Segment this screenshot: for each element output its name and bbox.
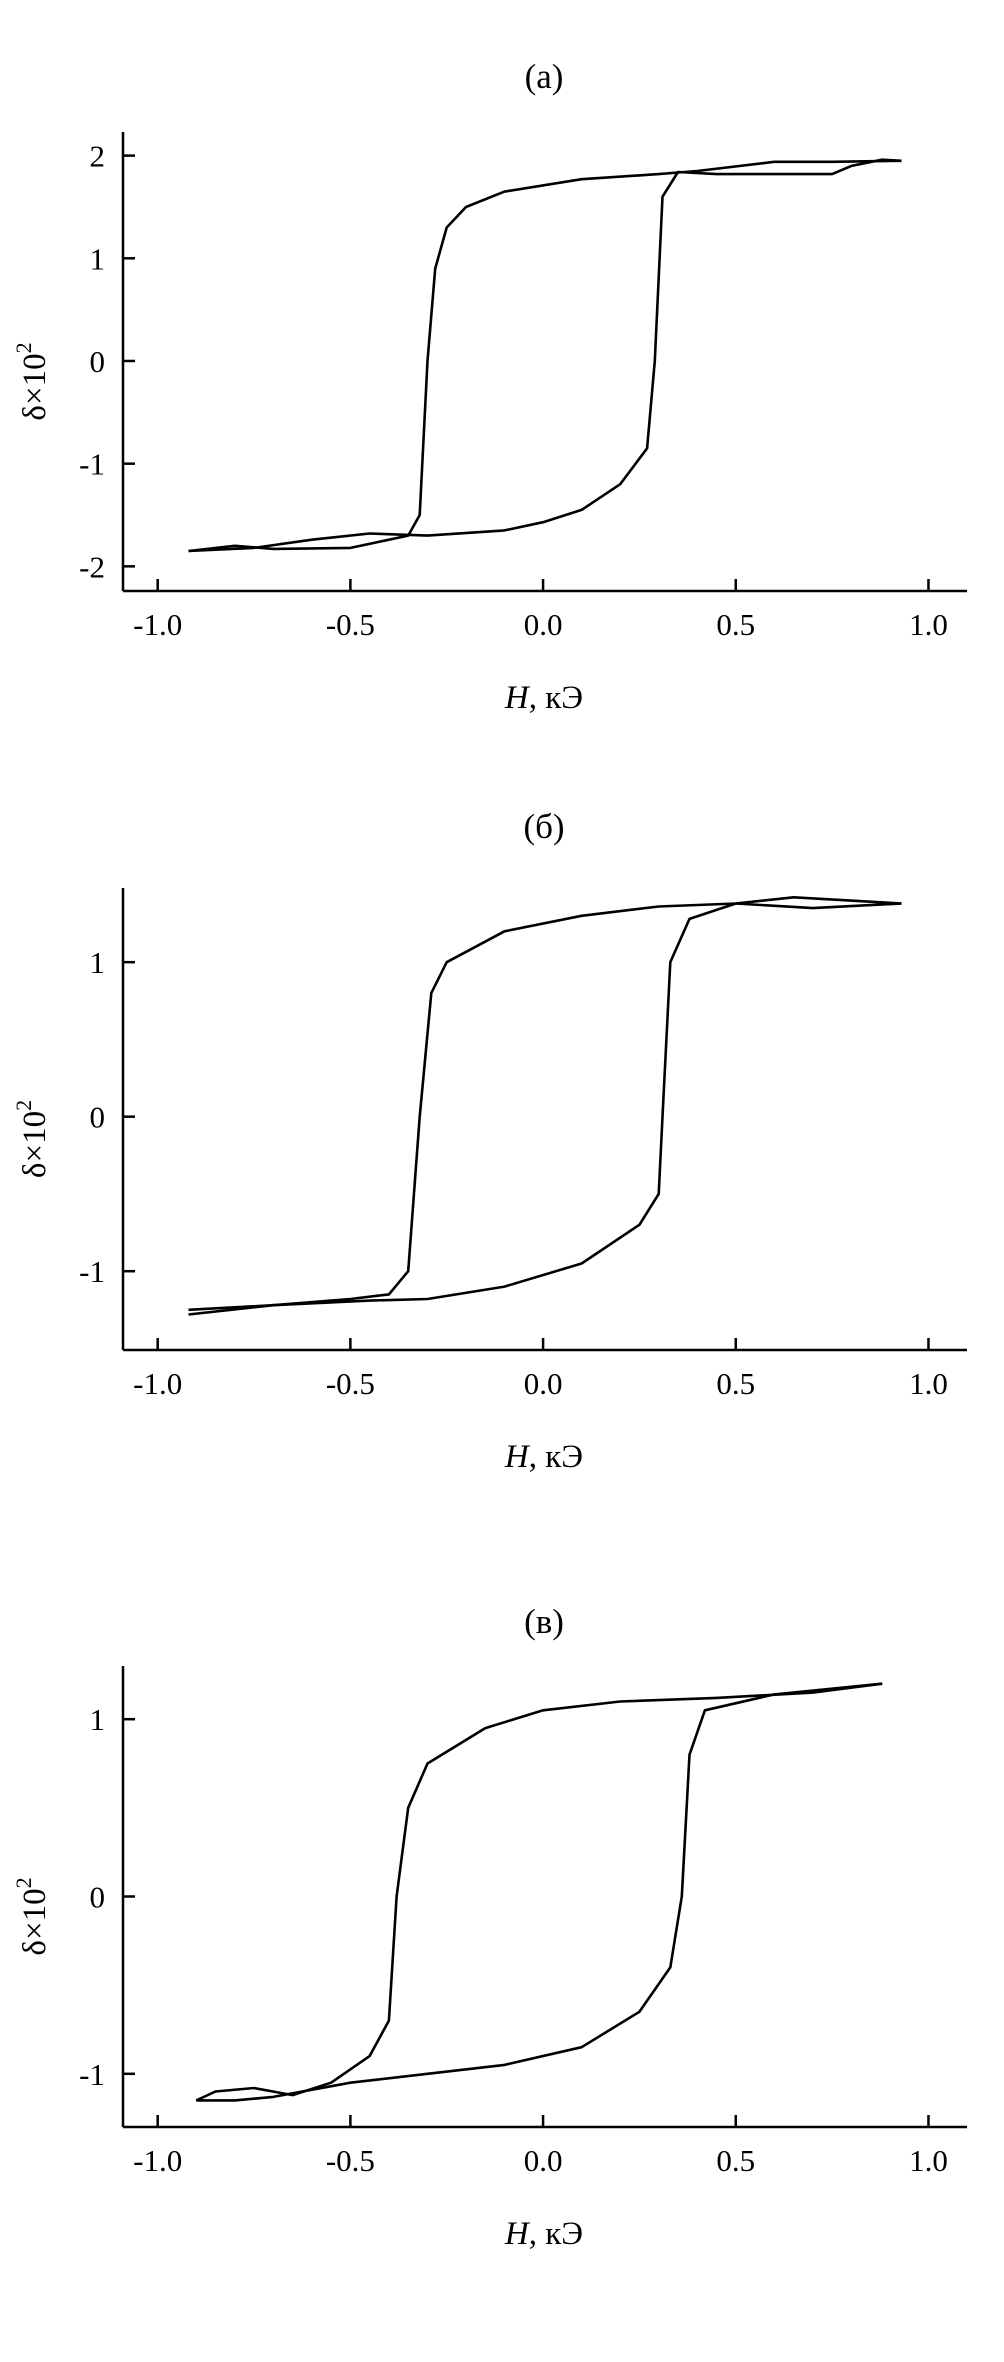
- x-axis-label-symbol: H: [504, 2216, 531, 2252]
- y-tick-label: 2: [90, 139, 106, 174]
- x-axis-label-unit: , кЭ: [529, 680, 583, 716]
- y-axis-label-text: δ×10: [17, 1888, 53, 1955]
- x-axis-label-symbol: H: [504, 1439, 531, 1475]
- descending-branch-line: [188, 896, 902, 1316]
- x-tick-label: 0.5: [716, 607, 755, 642]
- y-tick-label: 0: [90, 1880, 106, 1915]
- x-axis-label-symbol: H: [504, 680, 531, 716]
- y-tick-label: -1: [79, 447, 105, 482]
- y-tick-label: 0: [90, 344, 106, 379]
- y-tick-label: 1: [90, 945, 106, 980]
- y-axis-label-exponent: 2: [11, 1877, 36, 1888]
- y-tick-label: 0: [90, 1100, 106, 1135]
- x-axis-label-unit: , кЭ: [529, 2216, 583, 2252]
- chart-panel-1: (б) -1.0 -0.5 0.0 0.5 1.0 -1 0 1 H, кЭ δ×102: [11, 807, 967, 1475]
- y-axis-label: δ×102: [11, 1100, 53, 1178]
- x-tick-label: 0.5: [716, 1366, 755, 1401]
- y-tick-label: 1: [90, 241, 106, 276]
- x-tick-label: 1.0: [909, 607, 948, 642]
- x-axis-label: H, кЭ: [504, 1439, 583, 1475]
- x-tick-label: -1.0: [133, 1366, 182, 1401]
- x-axis-label: H, кЭ: [504, 680, 583, 716]
- x-tick-label: -1.0: [133, 2143, 182, 2178]
- y-tick-label: -1: [79, 1254, 105, 1289]
- y-axis-label-exponent: 2: [11, 1100, 36, 1111]
- x-tick-label: -1.0: [133, 607, 182, 642]
- ascending-branch-line: [188, 902, 902, 1312]
- y-axis-label-exponent: 2: [11, 342, 36, 353]
- x-tick-label: -0.5: [326, 2143, 375, 2178]
- y-axis-label: δ×102: [11, 1877, 53, 1955]
- x-tick-label: -0.5: [326, 607, 375, 642]
- descending-branch-line: [188, 159, 902, 553]
- ascending-branch-line: [188, 158, 902, 553]
- y-axis-label-text: δ×10: [17, 353, 53, 420]
- y-axis-label: δ×102: [11, 342, 53, 420]
- x-axis-label-unit: , кЭ: [529, 1439, 583, 1475]
- y-tick-label: -1: [79, 2057, 105, 2092]
- ascending-branch-line: [196, 1682, 883, 2102]
- chart-panel-2: (в) -1.0 -0.5 0.0 0.5 1.0 -1 0 1 H, кЭ δ×102: [11, 1602, 967, 2252]
- y-axis-label-text: δ×10: [17, 1111, 53, 1178]
- x-tick-label: 1.0: [909, 2143, 948, 2178]
- x-tick-label: 0.0: [524, 1366, 563, 1401]
- y-tick-label: -2: [79, 549, 105, 584]
- x-tick-label: 0.0: [524, 607, 563, 642]
- panel-title: (в): [524, 1602, 564, 1641]
- x-tick-label: 0.5: [716, 2143, 755, 2178]
- y-tick-label: 1: [90, 1702, 106, 1737]
- x-tick-label: -0.5: [326, 1366, 375, 1401]
- descending-branch-line: [195, 1682, 883, 2102]
- x-tick-label: 1.0: [909, 1366, 948, 1401]
- x-axis-label: H, кЭ: [504, 2216, 583, 2252]
- panel-title: (б): [523, 807, 564, 846]
- panel-title: (a): [525, 57, 564, 96]
- x-tick-label: 0.0: [524, 2143, 563, 2178]
